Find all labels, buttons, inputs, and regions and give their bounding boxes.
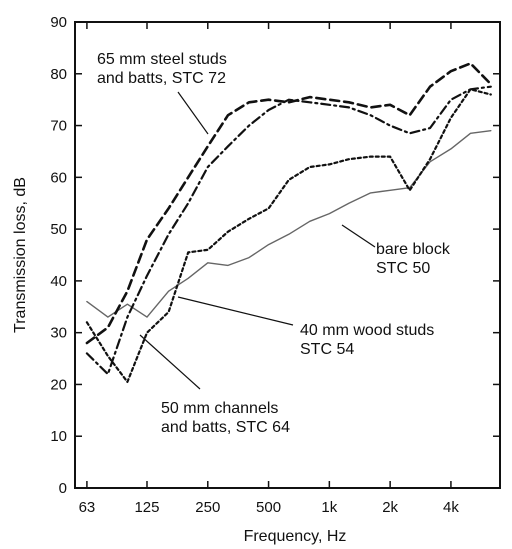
- annotation-label-3: 50 mm channels: [161, 400, 278, 417]
- x-tick-label: 125: [134, 499, 159, 516]
- x-tick-label: 500: [256, 499, 281, 516]
- y-axis-title: Transmission loss, dB: [12, 177, 29, 333]
- y-tick-label: 80: [50, 66, 67, 83]
- series-line-3: [85, 62, 493, 345]
- y-tick-label: 50: [50, 221, 67, 238]
- annotation-leader-0: [177, 91, 209, 135]
- series-line-1: [85, 88, 492, 383]
- y-tick-label: 20: [50, 376, 67, 393]
- annotation-label-3: and batts, STC 64: [161, 419, 290, 436]
- series-line-2: [85, 85, 492, 376]
- y-tick-label: 0: [59, 480, 67, 497]
- annotation-label-0: and batts, STC 72: [97, 70, 226, 87]
- y-tick-label: 10: [50, 428, 67, 445]
- annotation-label-2: STC 54: [300, 341, 354, 358]
- leader-layer: [139, 91, 376, 390]
- annotation-leader-1: [341, 224, 376, 248]
- annotation-leader-2: [177, 296, 294, 326]
- annotation-leader-3: [139, 334, 201, 390]
- annotation-label-1: bare block: [376, 241, 451, 258]
- x-axis-title: Frequency, Hz: [244, 528, 347, 545]
- annotation-label-1: STC 50: [376, 260, 430, 277]
- y-tick-label: 90: [50, 14, 67, 31]
- annotation-label-2: 40 mm wood studs: [300, 322, 434, 339]
- x-tick-label: 63: [79, 499, 96, 516]
- x-tick-label: 2k: [382, 499, 398, 516]
- plot-frame: [74, 21, 501, 489]
- y-tick-label: 60: [50, 169, 67, 186]
- y-tick-label: 30: [50, 325, 67, 342]
- series-layer: [85, 62, 493, 383]
- annotations-layer: 65 mm steel studs and batts, STC 72 bare b…: [97, 51, 451, 436]
- y-tick-label: 40: [50, 273, 67, 290]
- x-tick-label: 250: [195, 499, 220, 516]
- x-tick-label: 1k: [321, 499, 337, 516]
- x-tick-label: 4k: [443, 499, 459, 516]
- y-tick-label: 70: [50, 118, 67, 135]
- ticks-layer: 0 10 20 30 40 50 60 70 80 90 63 125 250 500 1k 2k 4k: [50, 14, 500, 516]
- annotation-label-0: 65 mm steel studs: [97, 51, 227, 68]
